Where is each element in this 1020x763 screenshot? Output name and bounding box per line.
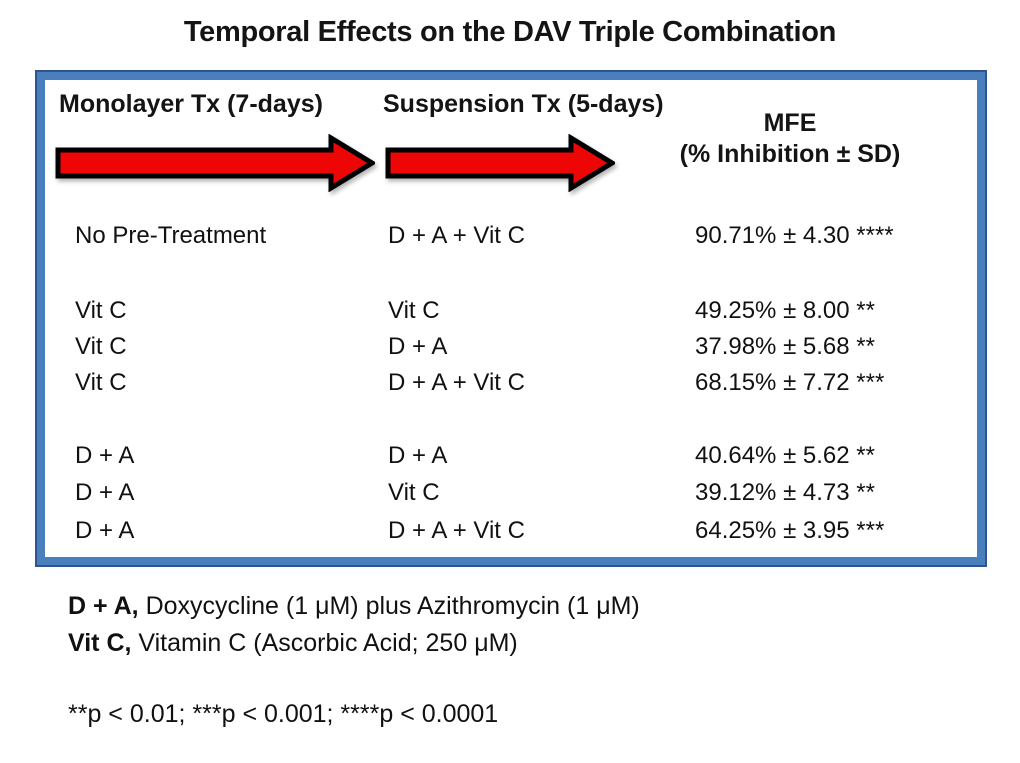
cell-suspension: D + A + Vit C [388,369,525,396]
cell-monolayer: D + A [75,479,135,506]
red-arrow-icon [385,134,615,192]
cell-monolayer: D + A [75,517,135,544]
cell-monolayer: Vit C [75,333,127,360]
table-row: Vit C D + A 37.98% ± 5.68 ** [45,333,977,363]
cell-mfe: 68.15% ± 7.72 *** [695,369,885,396]
table-row: Vit C D + A + Vit C 68.15% ± 7.72 *** [45,369,977,399]
cell-monolayer: No Pre-Treatment [75,222,267,249]
cell-monolayer: Vit C [75,369,127,396]
column-header-mfe: MFE (% Inhibition ± SD) [605,108,975,170]
cell-suspension: D + A + Vit C [388,517,525,544]
cell-mfe: 37.98% ± 5.68 ** [695,333,875,360]
cell-mfe: 49.25% ± 8.00 ** [695,297,875,324]
cell-suspension: Vit C [388,297,440,324]
mfe-header-line2: (% Inhibition ± SD) [679,140,901,168]
red-arrow-icon [55,134,375,192]
footnote-text: Vitamin C (Ascorbic Acid; 250 μM) [131,629,518,657]
cell-suspension: D + A [388,442,448,469]
column-header-suspension: Suspension Tx (5-days) [383,90,664,118]
cell-monolayer: Vit C [75,297,127,324]
cell-monolayer: D + A [75,442,135,469]
cell-mfe: 40.64% ± 5.62 ** [695,442,875,469]
footnote-definition-vitc: Vit C, Vitamin C (Ascorbic Acid; 250 μM) [68,629,518,658]
footnote-term: Vit C, [68,629,132,657]
table-row: D + A D + A 40.64% ± 5.62 ** [45,442,977,472]
table-row: No Pre-Treatment D + A + Vit C 90.71% ± … [45,222,977,252]
table-row: Vit C Vit C 49.25% ± 8.00 ** [45,297,977,327]
table-row: D + A D + A + Vit C 64.25% ± 3.95 *** [45,517,977,547]
cell-suspension: D + A + Vit C [388,222,525,249]
footnote-definition-da: D + A, Doxycycline (1 μM) plus Azithromy… [68,592,640,621]
footnote-text: Doxycycline (1 μM) plus Azithromycin (1 … [138,592,640,620]
column-header-monolayer: Monolayer Tx (7-days) [59,90,323,118]
results-box: Monolayer Tx (7-days) Suspension Tx (5-d… [35,70,987,567]
cell-mfe: 90.71% ± 4.30 **** [695,222,894,249]
mfe-header-line1: MFE [763,109,817,137]
cell-mfe: 64.25% ± 3.95 *** [695,517,885,544]
table-row: D + A Vit C 39.12% ± 4.73 ** [45,479,977,509]
footnote-significance: **p < 0.01; ***p < 0.001; ****p < 0.0001 [68,700,499,728]
cell-suspension: Vit C [388,479,440,506]
slide-title: Temporal Effects on the DAV Triple Combi… [183,16,837,48]
footnote-term: D + A, [68,592,139,620]
cell-suspension: D + A [388,333,448,360]
cell-mfe: 39.12% ± 4.73 ** [695,479,875,506]
